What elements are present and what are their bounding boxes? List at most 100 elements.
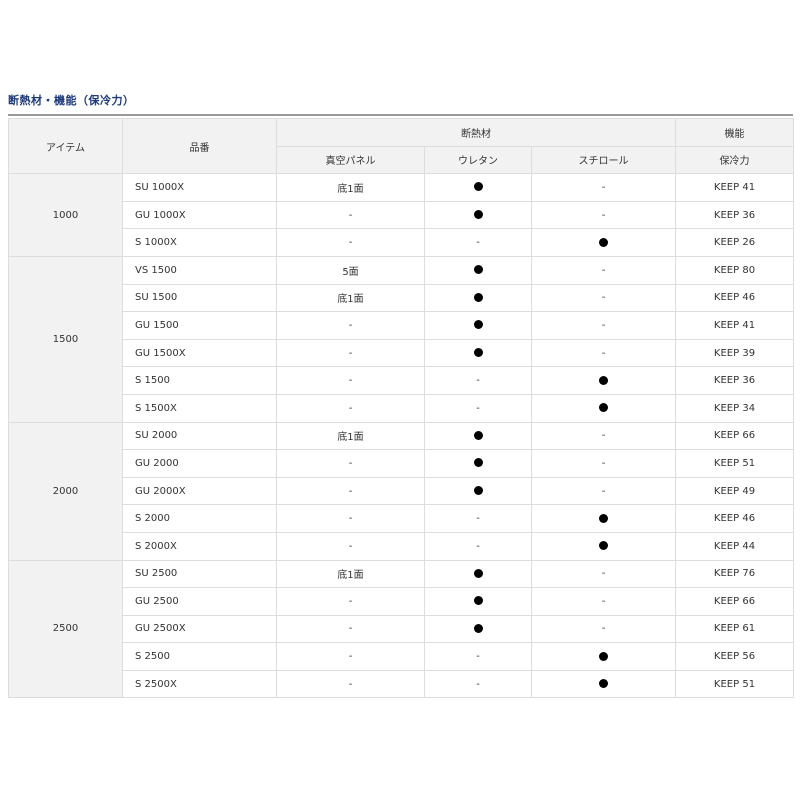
keep-cell: KEEP 46 [675, 283, 794, 313]
item-cell: 2000 [8, 421, 123, 561]
keep-cell: KEEP 66 [675, 421, 794, 451]
styrofoam-cell: - [531, 587, 676, 616]
vacuum-cell: - [276, 476, 425, 506]
vacuum-cell: 底1面 [276, 421, 425, 451]
keep-cell: KEEP 76 [675, 559, 794, 589]
keep-cell: KEEP 41 [675, 173, 794, 202]
filled-circle-icon [473, 430, 483, 440]
urethane-cell [424, 338, 532, 368]
filled-circle-icon [473, 623, 483, 633]
vacuum-cell: - [276, 504, 425, 533]
filled-circle-icon [599, 237, 608, 247]
vacuum-cell: - [276, 228, 425, 257]
table-row: GU 1000X - - KEEP 36 [9, 200, 794, 230]
vacuum-cell: - [276, 366, 425, 395]
table-row: GU 1500- - KEEP 41 [9, 311, 794, 340]
header-keep: 保冷力 [675, 145, 794, 175]
styrofoam-cell [531, 669, 676, 699]
code-cell: S 2000 [122, 504, 277, 533]
vacuum-cell: - [276, 531, 425, 561]
urethane-cell: - [424, 366, 532, 395]
keep-cell: KEEP 61 [675, 614, 794, 644]
table-row: GU 2500- - KEEP 66 [9, 587, 794, 616]
vacuum-cell: - [276, 393, 425, 423]
filled-circle-icon [599, 651, 608, 661]
vacuum-cell: 5面 [276, 255, 425, 285]
keep-cell: KEEP 56 [675, 642, 794, 671]
urethane-cell [424, 476, 532, 506]
header-insulation: 断熱材 [276, 118, 676, 147]
code-cell: GU 1500 [122, 311, 277, 340]
urethane-cell [424, 255, 532, 285]
styrofoam-cell: - [531, 614, 676, 644]
code-cell: SU 1500 [122, 283, 277, 313]
header-code: 品番 [122, 117, 277, 175]
filled-circle-icon [473, 182, 483, 192]
vacuum-cell: 底1面 [276, 559, 425, 589]
keep-cell: KEEP 49 [675, 476, 794, 506]
styrofoam-cell [531, 228, 676, 257]
spec-table: アイテム 品番 断熱材 機能 真空パネル ウレタン スチロール 保冷力 1000… [8, 117, 794, 699]
keep-cell: KEEP 51 [675, 669, 794, 699]
urethane-cell: - [424, 228, 532, 257]
code-cell: S 2500 [122, 642, 277, 671]
filled-circle-icon [473, 458, 483, 468]
urethane-cell [424, 587, 532, 616]
filled-circle-icon [473, 568, 483, 578]
keep-cell: KEEP 36 [675, 366, 794, 395]
styrofoam-cell: - [531, 559, 676, 589]
vacuum-cell: - [276, 587, 425, 616]
styrofoam-cell: - [531, 311, 676, 340]
urethane-cell: - [424, 504, 532, 533]
styrofoam-cell [531, 393, 676, 423]
code-cell: S 1000X [122, 228, 277, 257]
section-title: 断熱材・機能（保冷力） [8, 94, 135, 107]
keep-cell: KEEP 26 [675, 228, 794, 257]
table-row: 2500 SU 2500 底1面 - KEEP 76 [8, 559, 794, 699]
header-function: 機能 [675, 118, 794, 147]
code-cell: S 2000X [122, 531, 277, 561]
table-row: GU 1500X - - KEEP 39 [9, 338, 794, 368]
urethane-cell [424, 614, 532, 644]
urethane-cell: - [424, 393, 532, 423]
vacuum-cell: 底1面 [276, 283, 425, 313]
keep-cell: KEEP 34 [675, 393, 794, 423]
code-cell: S 1500 [122, 366, 277, 395]
code-cell: SU 1000X [122, 173, 277, 202]
styrofoam-cell [531, 642, 676, 671]
filled-circle-icon [473, 210, 483, 220]
styrofoam-cell: - [531, 173, 676, 202]
table-row: GU 2000X - - KEEP 49 [9, 476, 794, 506]
code-cell: GU 2000 [122, 449, 277, 478]
vacuum-cell: - [276, 449, 425, 478]
styrofoam-cell: - [531, 421, 676, 451]
item-cell: 2500 [8, 559, 123, 699]
styrofoam-cell [531, 366, 676, 395]
code-cell: GU 1000X [122, 200, 277, 230]
header-item: アイテム [8, 117, 123, 175]
table-row: S 2500- - KEEP 56 [9, 642, 794, 671]
styrofoam-cell: - [531, 476, 676, 506]
keep-cell: KEEP 44 [675, 531, 794, 561]
code-cell: GU 2500 [122, 587, 277, 616]
table-row: 2000 SU 2000 底1面 - KEEP 66 [8, 421, 794, 561]
vacuum-cell: - [276, 642, 425, 671]
header-vacuum: 真空パネル [276, 145, 425, 175]
styrofoam-cell [531, 531, 676, 561]
styrofoam-cell: - [531, 338, 676, 368]
urethane-cell: - [424, 531, 532, 561]
table-row: S 2500X - - KEEP 51 [9, 669, 794, 699]
table-row: S 1000X - - KEEP 26 [9, 228, 794, 257]
keep-cell: KEEP 66 [675, 587, 794, 616]
urethane-cell: - [424, 669, 532, 699]
keep-cell: KEEP 39 [675, 338, 794, 368]
code-cell: GU 2500X [122, 614, 277, 644]
table-row: SU 1500 底1面 - KEEP 46 [9, 283, 794, 313]
urethane-cell [424, 559, 532, 589]
item-cell: 1000 [8, 173, 123, 257]
table-row: 1500 VS 1500 5面 - KEEP 80 [8, 255, 794, 423]
filled-circle-icon [599, 403, 608, 413]
urethane-cell [424, 283, 532, 313]
keep-cell: KEEP 80 [675, 255, 794, 285]
table-row: 1000 SU 1000X 底1面 - KEEP 41 [8, 173, 794, 257]
